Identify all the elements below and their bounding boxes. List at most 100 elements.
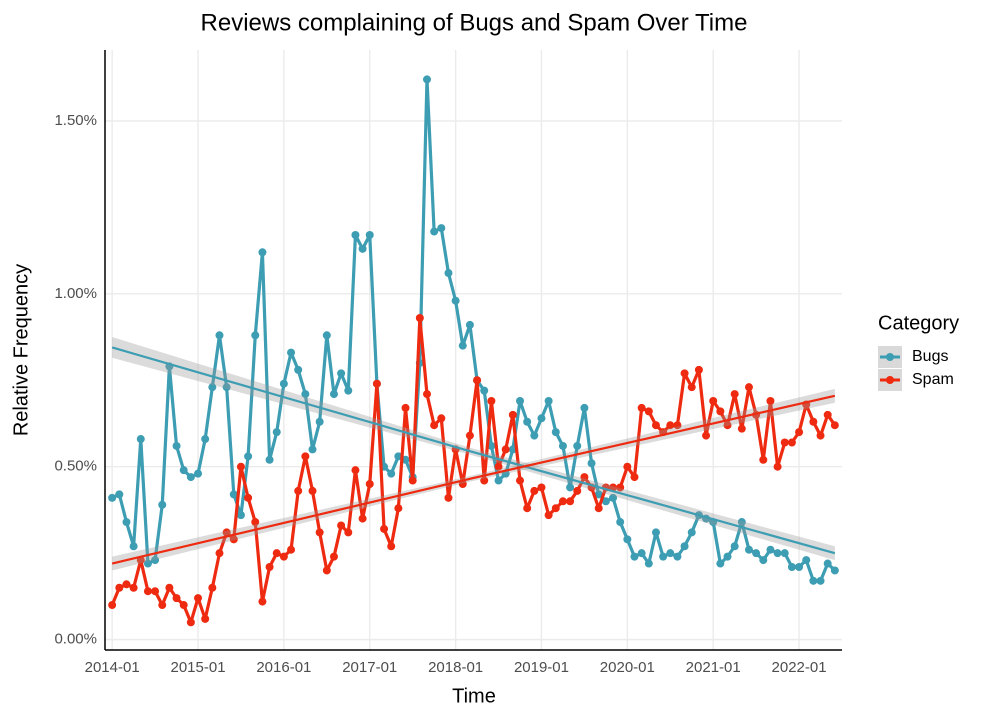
data-point <box>730 542 739 551</box>
data-point <box>165 583 174 592</box>
y-tick-label: 1.50% <box>54 112 97 129</box>
y-tick-label: 0.50% <box>54 458 97 475</box>
data-point <box>680 542 689 551</box>
data-point <box>194 594 203 603</box>
data-point <box>680 369 689 378</box>
data-point <box>372 379 381 388</box>
data-point <box>358 514 367 523</box>
data-point <box>108 601 117 610</box>
data-point <box>129 583 138 592</box>
data-point <box>673 552 682 561</box>
data-point <box>351 231 360 240</box>
data-point <box>301 452 310 461</box>
data-point <box>315 528 324 537</box>
x-tick-label: 2021-01 <box>686 659 741 676</box>
data-point <box>802 556 811 565</box>
data-point <box>437 414 446 423</box>
data-point <box>215 331 224 340</box>
data-point <box>723 421 732 430</box>
data-point <box>415 314 424 323</box>
data-point <box>115 583 124 592</box>
data-point <box>666 549 675 558</box>
data-point <box>716 407 725 416</box>
data-point <box>795 563 804 572</box>
data-point <box>609 493 618 502</box>
data-point <box>737 424 746 433</box>
data-point <box>616 518 625 527</box>
data-point <box>244 452 253 461</box>
data-point <box>236 462 245 471</box>
data-point <box>394 504 403 513</box>
data-point <box>551 428 560 437</box>
data-point <box>344 386 353 395</box>
data-point <box>709 397 718 406</box>
data-point <box>444 269 453 278</box>
data-point <box>229 535 238 544</box>
data-point <box>236 511 245 520</box>
data-point <box>516 476 525 485</box>
data-point <box>401 403 410 412</box>
x-tick-label: 2018-01 <box>428 659 483 676</box>
data-point <box>716 559 725 568</box>
y-axis-label: Relative Frequency <box>10 264 32 436</box>
legend-label: Spam <box>912 371 954 388</box>
data-point <box>623 462 632 471</box>
data-point <box>129 542 138 551</box>
data-point <box>337 521 346 530</box>
data-point <box>344 528 353 537</box>
data-point <box>229 490 238 499</box>
data-point <box>487 397 496 406</box>
legend-title: Category <box>878 312 959 334</box>
data-point <box>501 445 510 454</box>
data-point <box>816 431 825 440</box>
data-point <box>387 542 396 551</box>
trend-line <box>111 394 836 565</box>
data-point <box>201 614 210 623</box>
data-point <box>408 476 417 485</box>
legend-label: Bugs <box>912 348 948 365</box>
data-point <box>508 410 517 419</box>
data-point <box>358 244 367 253</box>
data-point <box>644 559 653 568</box>
data-point <box>487 441 496 450</box>
data-point <box>208 383 217 392</box>
data-point <box>780 438 789 447</box>
data-point <box>795 428 804 437</box>
data-point <box>258 597 267 606</box>
data-point <box>201 435 210 444</box>
data-point <box>587 459 596 468</box>
data-point <box>422 390 431 399</box>
data-point <box>208 583 217 592</box>
data-point <box>759 455 768 464</box>
data-point <box>659 552 668 561</box>
data-point <box>601 497 610 506</box>
data-point <box>766 397 775 406</box>
data-point <box>809 576 818 585</box>
data-point <box>465 320 474 329</box>
data-point <box>558 497 567 506</box>
data-point <box>616 483 625 492</box>
data-point <box>566 497 575 506</box>
confidence-band <box>112 388 835 571</box>
y-tick-label: 1.00% <box>54 285 97 302</box>
data-point <box>265 455 274 464</box>
data-point <box>637 403 646 412</box>
data-point <box>294 486 303 495</box>
data-point <box>673 421 682 430</box>
data-point <box>308 445 317 454</box>
data-point <box>251 518 260 527</box>
data-point <box>644 407 653 416</box>
data-point <box>387 469 396 478</box>
data-point <box>737 518 746 527</box>
data-point <box>516 397 525 406</box>
series-line <box>111 77 836 583</box>
data-point <box>694 365 703 374</box>
data-point <box>244 493 253 502</box>
legend-key-point <box>886 353 894 361</box>
data-point <box>122 580 131 589</box>
data-point <box>251 331 260 340</box>
data-point <box>480 476 489 485</box>
data-point <box>523 417 532 426</box>
x-tick-label: 2022-01 <box>772 659 827 676</box>
